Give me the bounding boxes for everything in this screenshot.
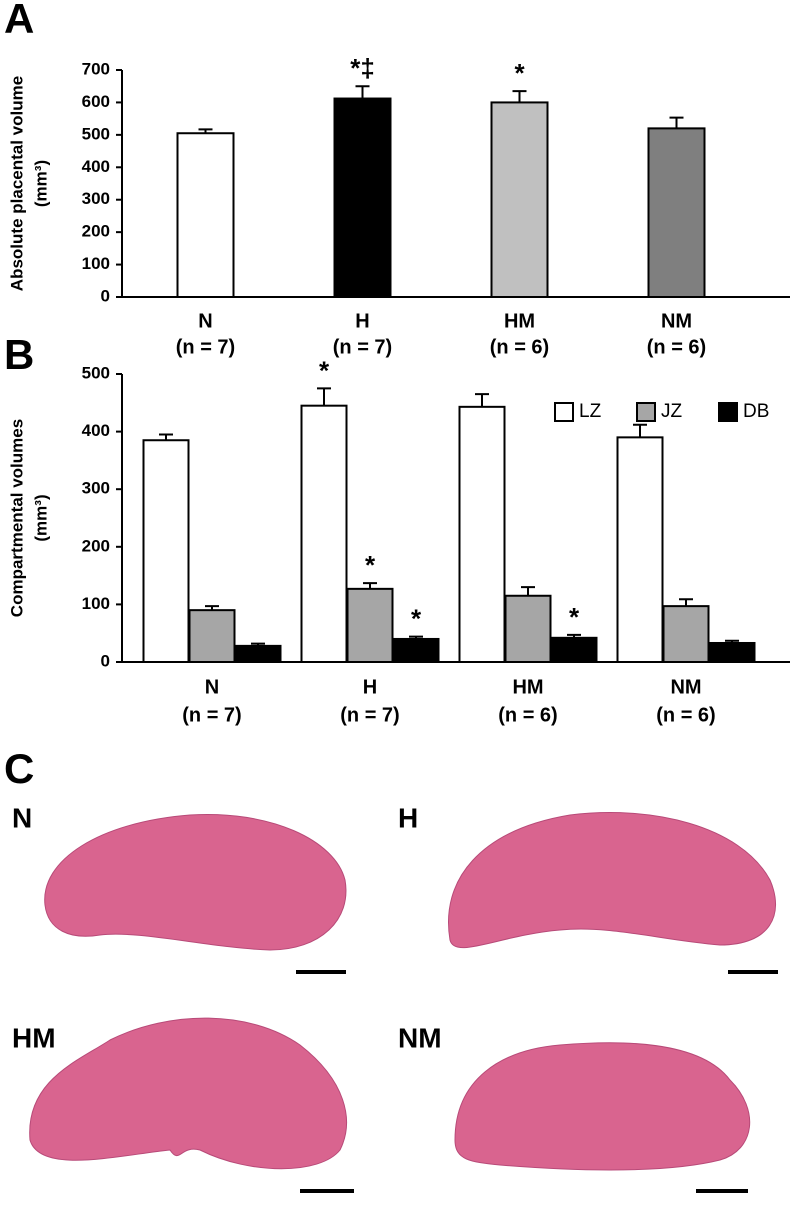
bar <box>234 644 282 664</box>
sample-size: (n = 6) <box>647 336 706 358</box>
error-bar <box>409 635 423 639</box>
tissue-section <box>454 1042 751 1171</box>
y-tick-label: 300 <box>82 479 110 498</box>
sample-size: (n = 7) <box>176 336 235 358</box>
bar <box>300 404 348 663</box>
annotation: *‡ <box>350 53 375 83</box>
y-axis-unit: (mm³) <box>31 494 50 541</box>
annotation: * <box>365 550 376 580</box>
x-tick-label: HM <box>512 676 543 698</box>
y-axis-label: Compartmental volumes <box>7 419 26 617</box>
bar <box>662 605 710 663</box>
bar <box>346 587 394 664</box>
micrograph-label: N <box>12 802 32 833</box>
x-tick-label: H <box>363 676 377 698</box>
error-bar <box>317 387 331 406</box>
y-tick-label: 500 <box>82 124 110 143</box>
sample-size: (n = 6) <box>498 704 557 726</box>
bar <box>550 636 598 663</box>
y-tick-label: 400 <box>82 157 110 176</box>
y-tick-label: 700 <box>82 59 110 78</box>
y-tick-label: 500 <box>82 363 110 382</box>
bar <box>392 637 440 664</box>
bar <box>142 439 190 663</box>
sample-size: (n = 7) <box>182 704 241 726</box>
y-axis-unit: (mm³) <box>31 160 50 207</box>
error-bar <box>251 642 265 646</box>
y-tick-label: 100 <box>82 594 110 613</box>
legend-label: JZ <box>661 401 683 422</box>
error-bar <box>355 85 370 99</box>
legend-swatch <box>636 402 656 422</box>
sample-size: (n = 6) <box>490 336 549 358</box>
scale-bars <box>296 970 778 1193</box>
legend-swatch <box>718 402 738 422</box>
y-axis-label: Absolute placental volume <box>7 76 26 291</box>
error-bar <box>725 639 739 643</box>
error-bar <box>198 128 213 134</box>
bar <box>333 97 392 298</box>
legend-swatch <box>554 402 574 422</box>
y-tick-label: 0 <box>101 651 110 670</box>
panel-label: A <box>4 0 34 42</box>
y-tick-label: 600 <box>82 92 110 111</box>
y-tick-label: 200 <box>82 536 110 555</box>
legend-label: DB <box>743 401 769 422</box>
bar <box>616 436 664 663</box>
y-tick-label: 100 <box>82 254 110 273</box>
error-bar <box>159 433 173 441</box>
error-bar <box>679 598 693 607</box>
error-bar <box>512 90 527 103</box>
error-bar <box>363 582 377 589</box>
tissue-section <box>448 812 777 949</box>
x-tick-label: N <box>198 310 212 332</box>
annotation: * <box>514 58 525 88</box>
tissue-section <box>44 813 347 951</box>
bar <box>647 127 706 298</box>
error-bar <box>205 605 219 611</box>
error-bar <box>475 393 489 407</box>
bar <box>490 101 549 298</box>
error-bar <box>633 423 647 438</box>
tissue-section <box>29 1017 347 1170</box>
y-tick-label: 0 <box>101 286 110 305</box>
legend-label: LZ <box>579 401 602 422</box>
panel-label: C <box>4 745 34 792</box>
error-bar <box>521 586 535 596</box>
x-tick-label: HM <box>504 310 535 332</box>
error-bar <box>567 633 581 638</box>
y-tick-label: 400 <box>82 421 110 440</box>
bar <box>188 609 236 663</box>
sample-size: (n = 6) <box>656 704 715 726</box>
micrograph-images <box>29 812 777 1171</box>
panel-label: B <box>4 331 34 378</box>
sample-size: (n = 7) <box>340 704 399 726</box>
micrograph-label: NM <box>398 1022 442 1053</box>
x-tick-label: H <box>355 310 369 332</box>
y-tick-label: 300 <box>82 189 110 208</box>
annotation: * <box>569 602 580 632</box>
bar <box>458 405 506 663</box>
sample-size: (n = 7) <box>333 336 392 358</box>
annotation: * <box>319 355 330 385</box>
x-tick-label: NM <box>661 310 692 332</box>
bar <box>176 132 235 298</box>
micrograph-label: HM <box>12 1022 56 1053</box>
x-tick-label: N <box>205 676 219 698</box>
error-bar <box>669 116 684 129</box>
annotation: * <box>411 604 422 634</box>
bar <box>708 641 756 664</box>
micrograph-label: H <box>398 802 418 833</box>
bar <box>504 594 552 664</box>
y-tick-label: 200 <box>82 222 110 241</box>
x-tick-label: NM <box>670 676 701 698</box>
